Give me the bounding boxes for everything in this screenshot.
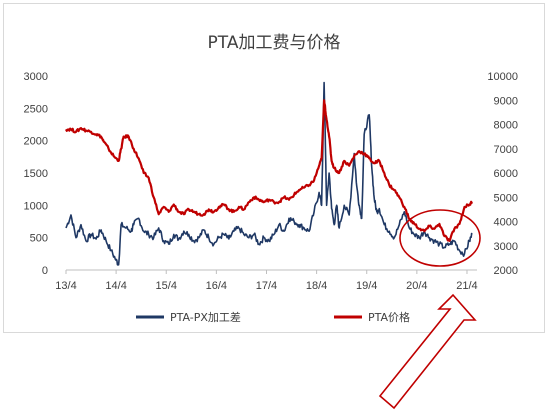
x-tick-label: 17/4 <box>256 280 277 292</box>
y-right-tick-label: 6000 <box>494 168 518 180</box>
axis-layer: 13/4 14/4 15/4 16/4 17/4 18/4 19/4 20/4 21/4 0 500… <box>24 71 518 292</box>
y-left-tick-label: 3000 <box>24 71 48 83</box>
y-right-tick-label: 7000 <box>494 144 518 156</box>
legend-label-1: PTA-PX加工差 <box>170 310 241 324</box>
y-left-tick-label: 2500 <box>24 103 48 115</box>
series-layer <box>65 81 473 266</box>
y-right-tick-label: 3000 <box>494 241 518 253</box>
legend: PTA-PX加工差 PTA价格 <box>136 310 410 324</box>
chart-svg: PTA加工费与价格 13/4 14/4 15/4 16/4 17/4 18/4 19/4 20… <box>24 33 518 324</box>
x-tick-label: 18/4 <box>306 280 327 292</box>
chart-frame: PTA加工费与价格 13/4 14/4 15/4 16/4 17/4 18/4 19/4 20… <box>3 3 545 333</box>
y-right-tick-label: 5000 <box>494 192 518 204</box>
x-tick-label: 21/4 <box>456 280 477 292</box>
x-tick-label: 20/4 <box>406 280 427 292</box>
y-right-tick-label: 9000 <box>494 95 518 107</box>
y-left-tick-label: 0 <box>42 265 48 277</box>
chart-title: PTA加工费与价格 <box>208 33 341 53</box>
y-right-tick-label: 2000 <box>494 265 518 277</box>
series-line-2 <box>65 99 473 242</box>
y-left-tick-label: 2000 <box>24 136 48 148</box>
series-line-1 <box>65 81 473 266</box>
x-tick-label: 15/4 <box>156 280 177 292</box>
legend-label-2: PTA价格 <box>368 310 410 324</box>
y-left-tick-label: 500 <box>30 233 48 245</box>
y-right-tick-label: 8000 <box>494 120 518 132</box>
y-right-tick-label: 10000 <box>487 71 518 83</box>
x-tick-label: 14/4 <box>105 280 126 292</box>
x-tick-label: 13/4 <box>55 280 76 292</box>
y-right-tick-label: 4000 <box>494 217 518 229</box>
y-left-tick-label: 1000 <box>24 200 48 212</box>
x-tick-label: 19/4 <box>356 280 377 292</box>
y-left-tick-label: 1500 <box>24 168 48 180</box>
x-tick-label: 16/4 <box>206 280 227 292</box>
